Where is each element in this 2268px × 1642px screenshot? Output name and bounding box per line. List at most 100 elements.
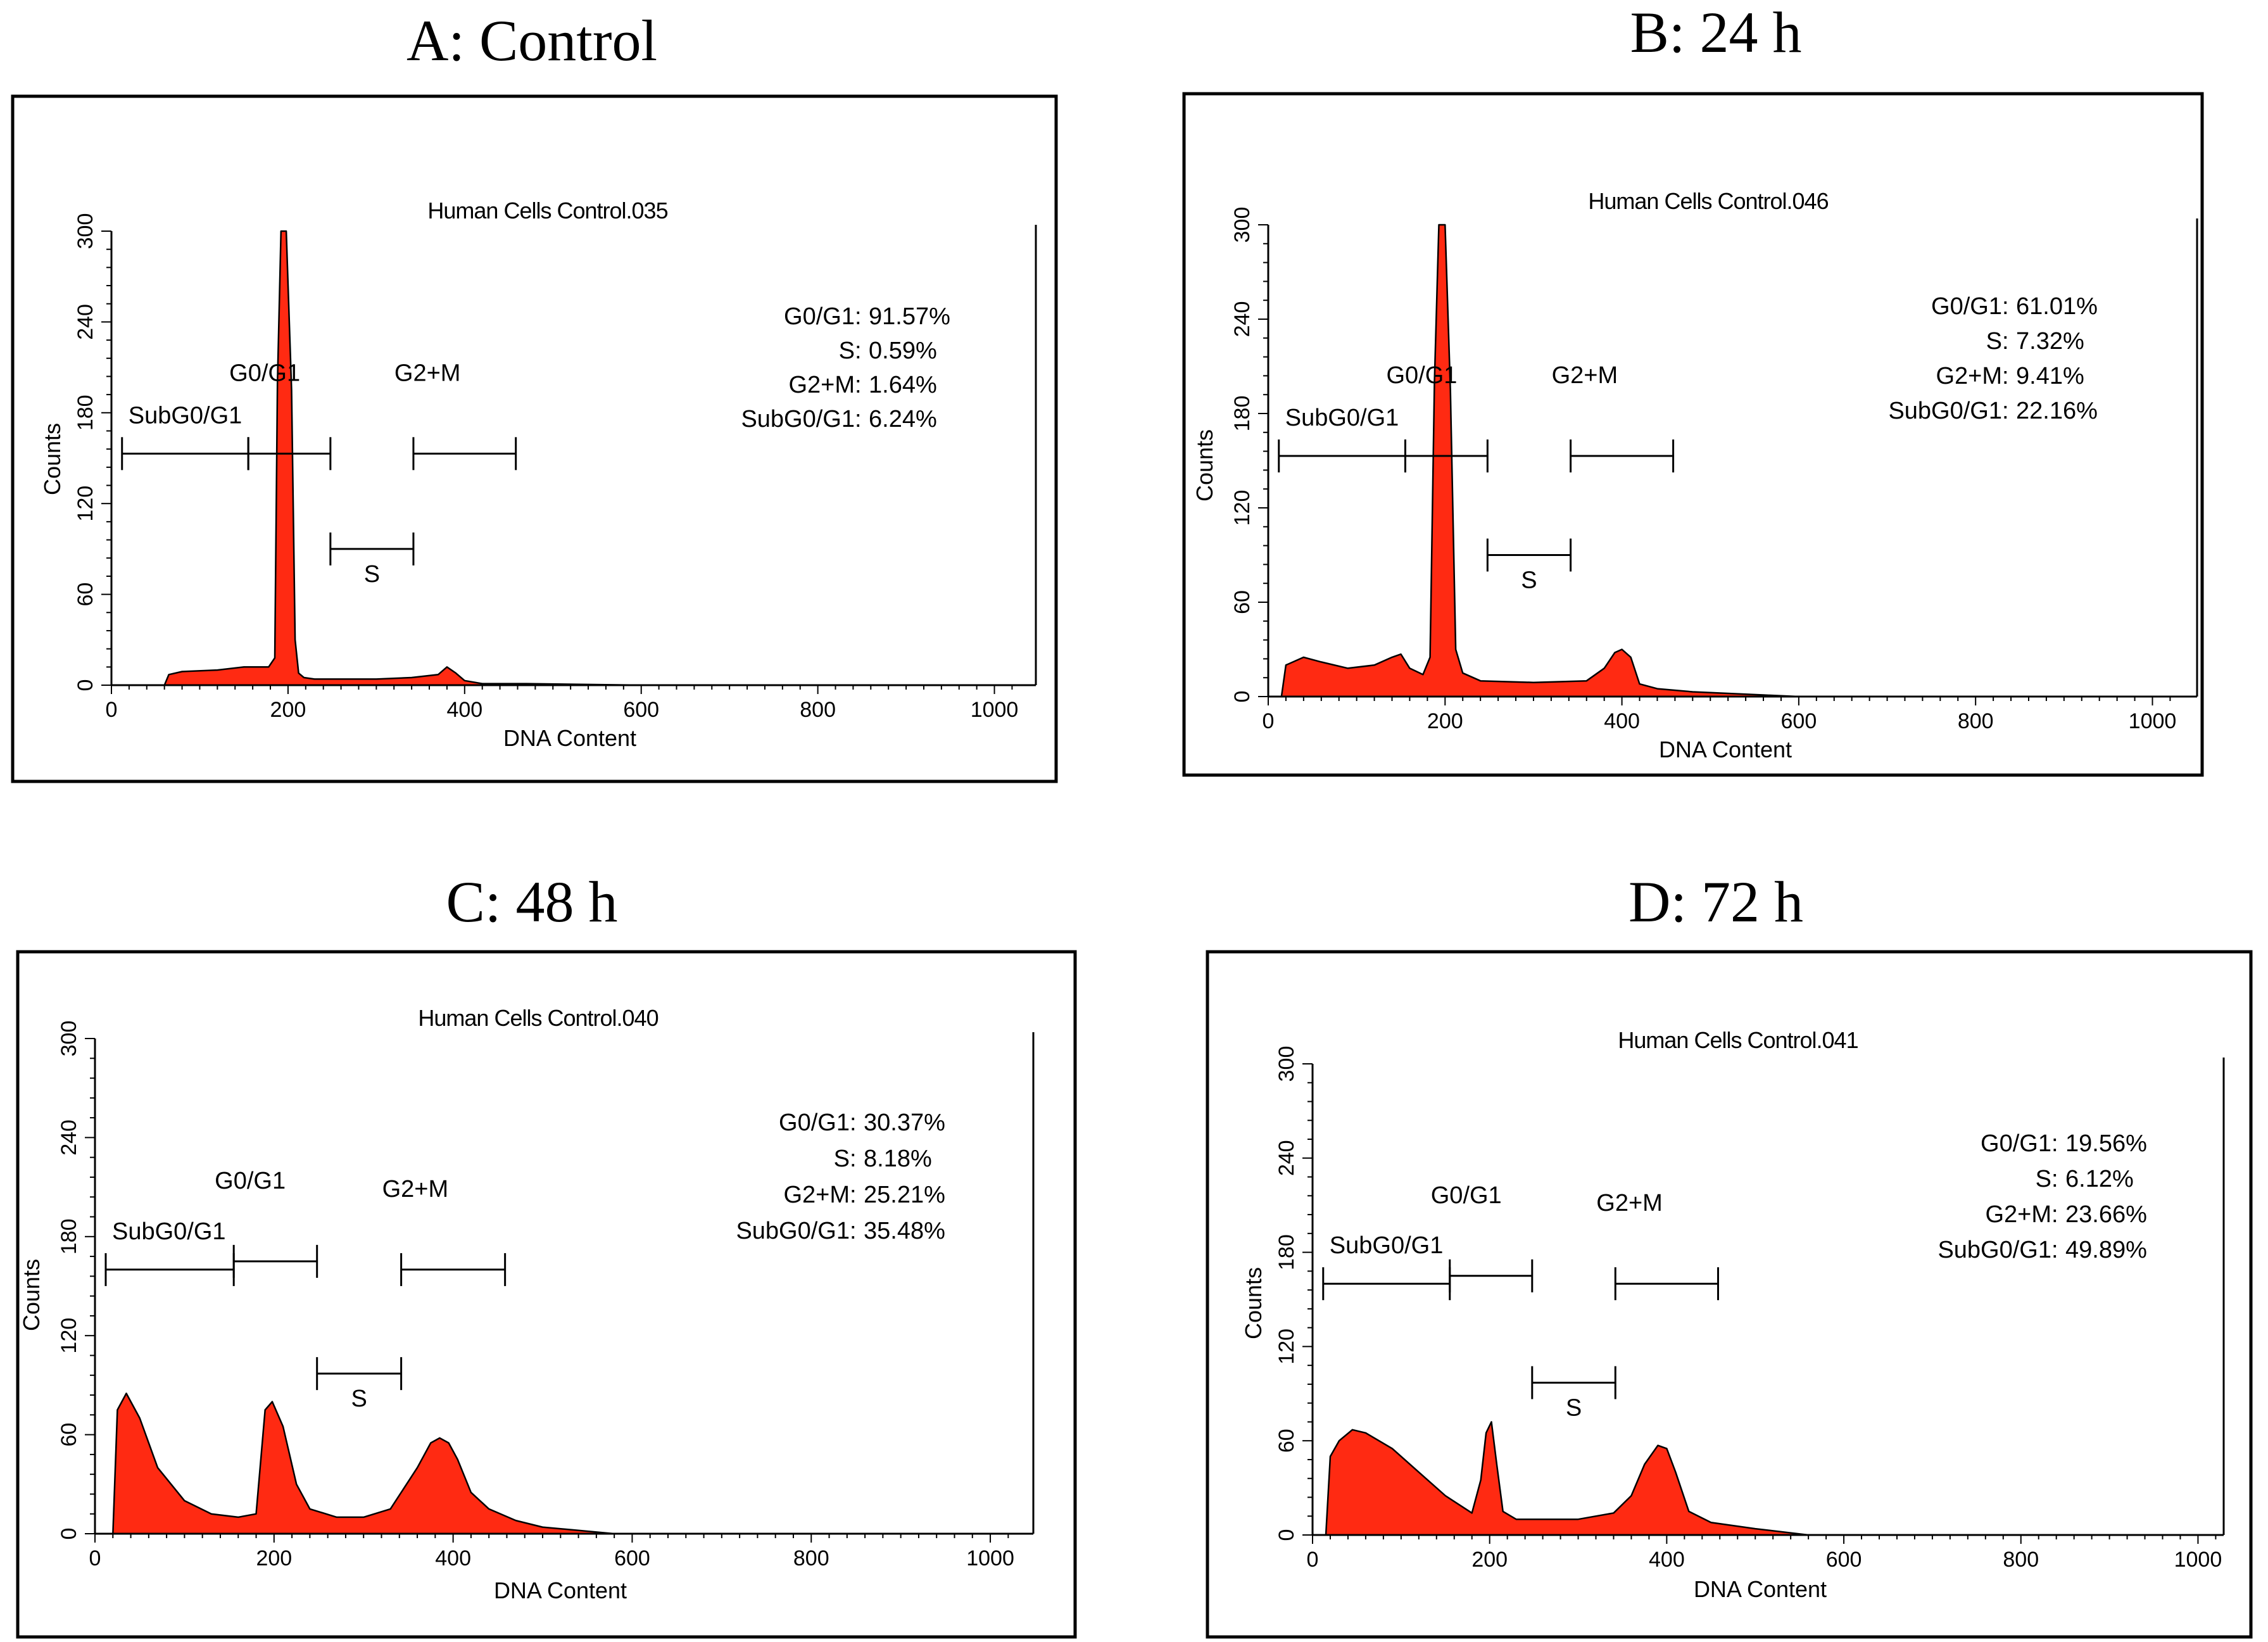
x-tick-label: 0 [1263, 709, 1275, 733]
x-tick-label: 200 [1471, 1548, 1508, 1572]
stat-value: 25.21% [864, 1182, 945, 1208]
histogram-area [110, 230, 1017, 686]
x-tick-label: 600 [1781, 709, 1817, 733]
gate-subg0-g1: SubG0/G1 [1322, 1232, 1451, 1301]
gate-s: S [329, 532, 415, 588]
gate-label: G0/G1 [229, 360, 300, 386]
y-tick-label: 180 [1275, 1234, 1299, 1270]
x-tick-label: 600 [1826, 1548, 1862, 1572]
stat-label: SubG0/G1 [1937, 1237, 2051, 1263]
panel-title: A: Control [406, 8, 657, 73]
stat-separator: : [855, 372, 862, 398]
stat-separator: : [2002, 363, 2009, 389]
stat-separator: : [855, 303, 862, 330]
y-tick-label: 60 [57, 1423, 81, 1447]
x-tick-label: 800 [800, 698, 836, 722]
chart-title: Human Cells Control.041 [1618, 1027, 1858, 1053]
stat-separator: : [2002, 328, 2009, 355]
x-tick-label: 200 [270, 698, 306, 722]
histogram-area [1267, 224, 2175, 698]
gate-s: S [1486, 538, 1572, 594]
stat-value: 9.41% [2016, 363, 2084, 389]
x-tick-label: 200 [256, 1546, 292, 1570]
gate-label: S [1566, 1394, 1582, 1421]
stat-label: G0/G1 [1981, 1130, 2051, 1157]
stat-value: 6.12% [2065, 1166, 2134, 1192]
y-axis-label: Counts [39, 423, 65, 495]
stat-separator: : [850, 1146, 857, 1172]
panel-a: A: Control Human Cells Control.035 0 200 400… [11, 8, 1058, 783]
stat-value: 1.64% [869, 372, 937, 398]
panel-c: C: 48 h Human Cells Control.040 0 200 400 600… [16, 869, 1077, 1639]
gate-label: G2+M [1552, 362, 1618, 389]
histogram-area [1311, 1421, 2221, 1536]
x-tick-label: 400 [435, 1546, 471, 1570]
panel-title: C: 48 h [446, 869, 618, 934]
stat-value: 8.18% [864, 1146, 932, 1172]
gate-label: S [351, 1386, 367, 1412]
stat-separator: : [855, 338, 862, 364]
panel-frame [1206, 950, 2253, 1639]
x-tick-label: 800 [1958, 709, 1994, 733]
y-tick-label: 240 [1230, 301, 1254, 338]
gate-g2-m: G2+M [394, 360, 517, 470]
x-tick-label: 0 [89, 1546, 101, 1570]
stat-value: 7.32% [2016, 328, 2084, 355]
x-tick-label: 1000 [2174, 1548, 2222, 1572]
chart-title: Human Cells Control.035 [427, 198, 667, 224]
y-axis-label: Counts [1192, 429, 1218, 502]
x-tick-label: 400 [1604, 709, 1640, 733]
chart-title: Human Cells Control.040 [418, 1005, 658, 1031]
gate-subg0-g1: SubG0/G1 [121, 402, 249, 470]
gate-s: S [316, 1357, 403, 1412]
y-axis-label: Counts [1240, 1267, 1266, 1339]
x-axis-label: DNA Content [1694, 1576, 1827, 1602]
y-tick-label: 120 [1275, 1329, 1299, 1365]
gate-g2-m: G2+M [1596, 1190, 1719, 1301]
gate-label: SubG0/G1 [129, 402, 243, 429]
x-tick-label: 400 [446, 698, 482, 722]
x-tick-label: 600 [614, 1546, 650, 1570]
x-tick-label: 1000 [2129, 709, 2177, 733]
x-tick-label: 1000 [966, 1546, 1014, 1570]
x-tick-label: 0 [1307, 1548, 1319, 1572]
y-tick-label: 120 [73, 486, 98, 522]
stat-label: G2+M [788, 372, 855, 398]
y-tick-label: 180 [57, 1218, 81, 1254]
stat-label: S [1986, 328, 2002, 355]
gate-label: G2+M [1596, 1190, 1663, 1216]
y-tick-label: 240 [73, 304, 98, 340]
y-tick-label: 60 [1230, 590, 1254, 614]
gate-g2-m: G2+M [382, 1176, 507, 1286]
y-tick-label: 180 [1230, 396, 1254, 432]
x-tick-label: 800 [793, 1546, 829, 1570]
stat-value: 22.16% [2016, 398, 2098, 424]
y-tick-label: 300 [57, 1021, 81, 1057]
stat-separator: : [850, 1182, 857, 1208]
gate-label: G0/G1 [215, 1168, 286, 1194]
x-tick-label: 1000 [971, 698, 1019, 722]
panel-title: D: 72 h [1629, 869, 1803, 934]
gate-g2-m: G2+M [1552, 362, 1675, 473]
stat-separator: : [850, 1218, 857, 1244]
y-tick-label: 180 [73, 395, 98, 431]
y-tick-label: 240 [57, 1120, 81, 1156]
panel-frame [1182, 92, 2204, 777]
gate-label: SubG0/G1 [1330, 1232, 1444, 1259]
stat-separator: : [2051, 1166, 2058, 1192]
stat-label: G0/G1 [1931, 293, 2002, 320]
stat-value: 35.48% [864, 1218, 945, 1244]
gate-subg0-g1: SubG0/G1 [1278, 405, 1406, 473]
stat-separator: : [2002, 293, 2009, 320]
x-tick-label: 0 [106, 698, 118, 722]
x-tick-label: 800 [2003, 1548, 2039, 1572]
y-tick-label: 0 [1230, 691, 1254, 703]
stat-label: G0/G1 [784, 303, 855, 330]
stat-label: SubG0/G1 [741, 406, 855, 433]
stat-separator: : [850, 1109, 857, 1136]
stat-label: S [834, 1146, 850, 1172]
stat-value: 91.57% [869, 303, 950, 330]
gate-label: G2+M [394, 360, 461, 386]
